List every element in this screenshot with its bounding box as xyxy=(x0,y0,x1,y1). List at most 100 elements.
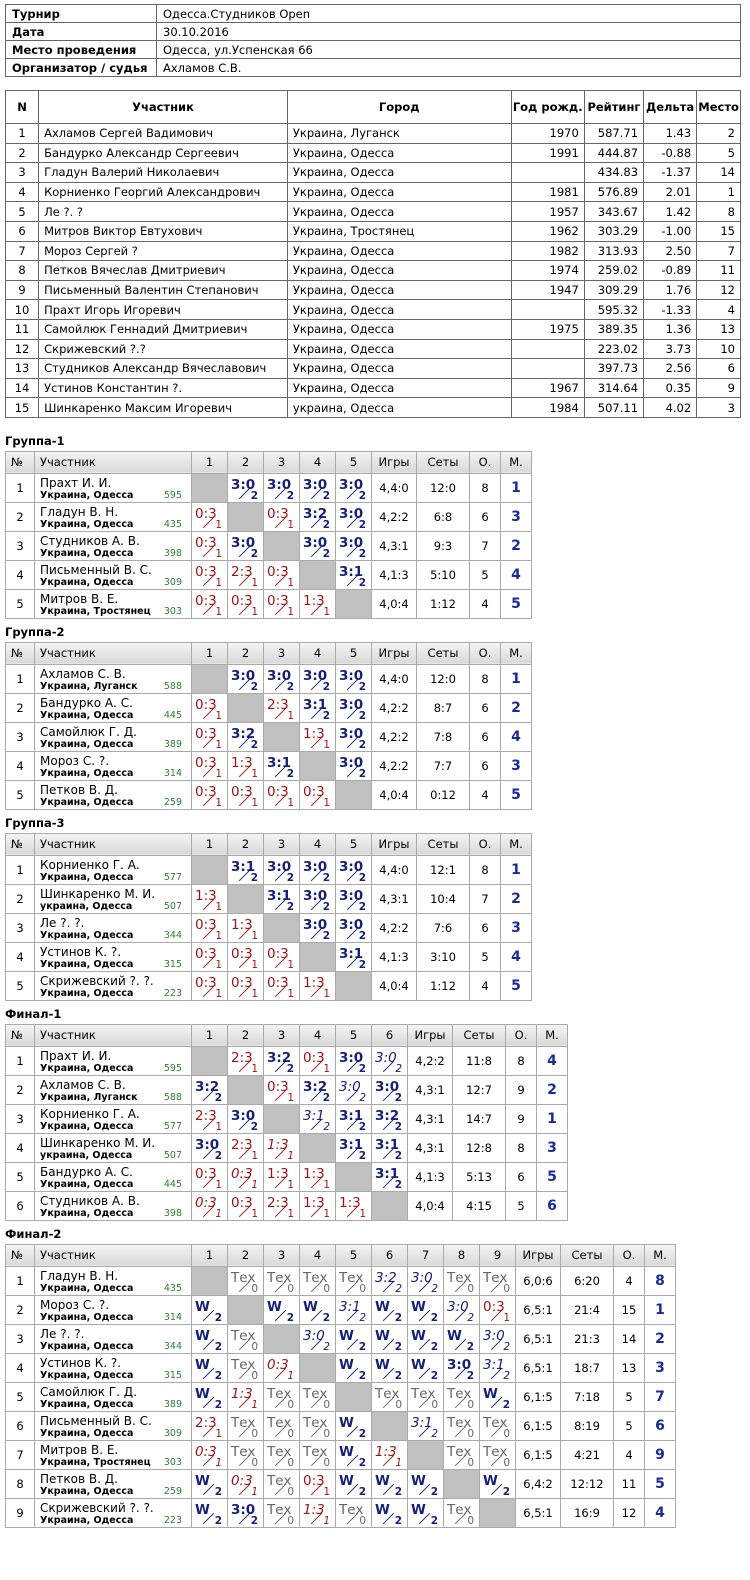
group-row: 1 Гладун В. Н. Украина, Одесса 435 Тех 0 Тех 0 Т… xyxy=(5,1265,676,1296)
player-name: Письменный В. С. xyxy=(40,562,152,577)
cell: Самойлюк Геннадий Дмитриевич xyxy=(38,318,288,340)
cell: Украина, Одесса xyxy=(286,279,512,301)
player-name: Митров В. Е. xyxy=(40,1442,119,1457)
row-number: 1 xyxy=(5,1265,35,1296)
score: 3:0 2 xyxy=(228,665,261,693)
score-points: 2 xyxy=(358,1340,366,1353)
sets: 5:13 xyxy=(452,1161,506,1192)
score: 3:0 2 xyxy=(336,856,369,884)
row-number: 6 xyxy=(5,1410,35,1441)
score-points: 2 xyxy=(322,680,330,693)
score-cell: 3:0 2 xyxy=(371,1074,408,1105)
header-cell: 2 xyxy=(227,1243,264,1267)
score-value: 3:1 xyxy=(339,1298,361,1315)
score-points: 2 xyxy=(250,489,258,502)
row-number: 2 xyxy=(5,692,35,723)
player-name: Митров В. Е. xyxy=(40,591,119,606)
score: 3:1 2 xyxy=(264,752,297,780)
header-cell: № xyxy=(5,832,35,856)
score-points: 2 xyxy=(214,1149,222,1162)
row-number: 2 xyxy=(5,1294,35,1325)
score-cell: 3:0 2 xyxy=(443,1352,480,1383)
header-cell: Участник xyxy=(34,1023,192,1047)
score-value: 0:3 xyxy=(195,563,217,580)
player-name: Студников А. В. xyxy=(40,533,140,548)
score-value: 2:3 xyxy=(267,1194,289,1211)
header-cell: Игры xyxy=(407,1023,453,1047)
score-cell: 0:3 1 xyxy=(191,779,228,810)
score-cell: 3:0 2 xyxy=(335,663,372,694)
score-points: 0 xyxy=(287,1282,294,1295)
empty-cell xyxy=(335,779,372,810)
participant-row: 1 Ахламов Сергей Вадимович Украина, Луганс… xyxy=(4,123,741,144)
score-cell: 0:3 1 xyxy=(263,779,300,810)
player-name: Корниенко Г. А. xyxy=(40,1106,140,1121)
score-cell: Тех 0 xyxy=(443,1497,480,1528)
score-cell: 3:1 2 xyxy=(299,1103,336,1134)
score: 1:3 1 xyxy=(192,885,225,913)
row-number: 1 xyxy=(5,663,35,694)
player-rating: 259 xyxy=(163,1485,182,1497)
score-points: 2 xyxy=(250,1120,258,1133)
score-points: 2 xyxy=(250,547,258,560)
participant-cell: Самойлюк Г. Д. Украина, Одесса 389 xyxy=(34,721,192,752)
score-points: 2 xyxy=(358,547,366,560)
score-points: 1 xyxy=(287,1178,294,1191)
header-cell: Сеты xyxy=(416,832,470,856)
score-points: 1 xyxy=(323,605,330,618)
participant-row: 15 Шинкаренко Максим Игоревич украина, Оде… xyxy=(4,397,741,418)
score-cell: Тех 0 xyxy=(479,1439,516,1470)
score: 0:3 1 xyxy=(228,1470,261,1498)
header-cell: 1 xyxy=(191,832,228,856)
cell: 1 xyxy=(696,181,741,203)
empty-cell xyxy=(191,854,228,885)
row-number: 5 xyxy=(5,588,35,619)
score-cell: 3:1 2 xyxy=(407,1410,444,1441)
score-cell: 3:2 2 xyxy=(263,1045,300,1076)
header-cell: Год рожд. xyxy=(510,90,585,124)
score: 3:0 2 xyxy=(480,1325,513,1353)
cell: 5 xyxy=(696,142,741,164)
score-cell: 3:0 2 xyxy=(299,883,336,914)
score-points: 2 xyxy=(430,1369,438,1382)
participant: Прахт И. И. Украина, Одесса 595 xyxy=(35,1047,185,1075)
score-points: 2 xyxy=(214,1369,222,1382)
score-points: 1 xyxy=(251,767,258,780)
participant-cell: Шинкаренко М. И. украина, Одесса 507 xyxy=(34,1132,192,1163)
header-cell: 5 xyxy=(335,1243,372,1267)
sets: 8:7 xyxy=(416,692,470,723)
sets: 5:10 xyxy=(416,559,470,590)
score: Тех 0 xyxy=(264,1412,297,1440)
score: 3:0 2 xyxy=(336,1047,369,1075)
score: 3:1 2 xyxy=(300,1105,333,1133)
score-value: 0:3 xyxy=(303,1049,325,1066)
score-points: 2 xyxy=(358,576,366,589)
header-row: № Участник 1 2 3 4 5 Игры Сеты О. М. xyxy=(5,641,532,665)
score-value: W xyxy=(339,1472,354,1489)
score: 3:0 2 xyxy=(264,665,297,693)
score-value: 1:3 xyxy=(303,1501,325,1518)
player-name: Ахламов С. В. xyxy=(40,1077,126,1092)
player-name: Мороз С. ?. xyxy=(40,753,110,768)
sets: 18:7 xyxy=(560,1352,614,1383)
score-value: 1:3 xyxy=(303,974,325,991)
points: 6 xyxy=(469,721,501,752)
score: 3:1 2 xyxy=(480,1354,513,1382)
sets: 1:12 xyxy=(416,588,470,619)
group-title: Группа-2 xyxy=(5,624,65,639)
score-points: 0 xyxy=(359,1282,366,1295)
player-city: Украина, Одесса xyxy=(40,1178,134,1190)
score-cell: 3:0 2 xyxy=(479,1323,516,1354)
points: 5 xyxy=(613,1381,645,1412)
score: 1:3 1 xyxy=(228,752,261,780)
score: 3:0 2 xyxy=(228,1499,261,1527)
group-row: 4 Устинов К. ?. Украина, Одесса 315 0:3 1 0:3 1… xyxy=(5,941,532,972)
score-value: 0:3 xyxy=(195,725,217,742)
score-points: 2 xyxy=(430,1485,438,1498)
player-city: Украина, Одесса xyxy=(40,1062,134,1074)
score-points: 2 xyxy=(467,1311,474,1324)
